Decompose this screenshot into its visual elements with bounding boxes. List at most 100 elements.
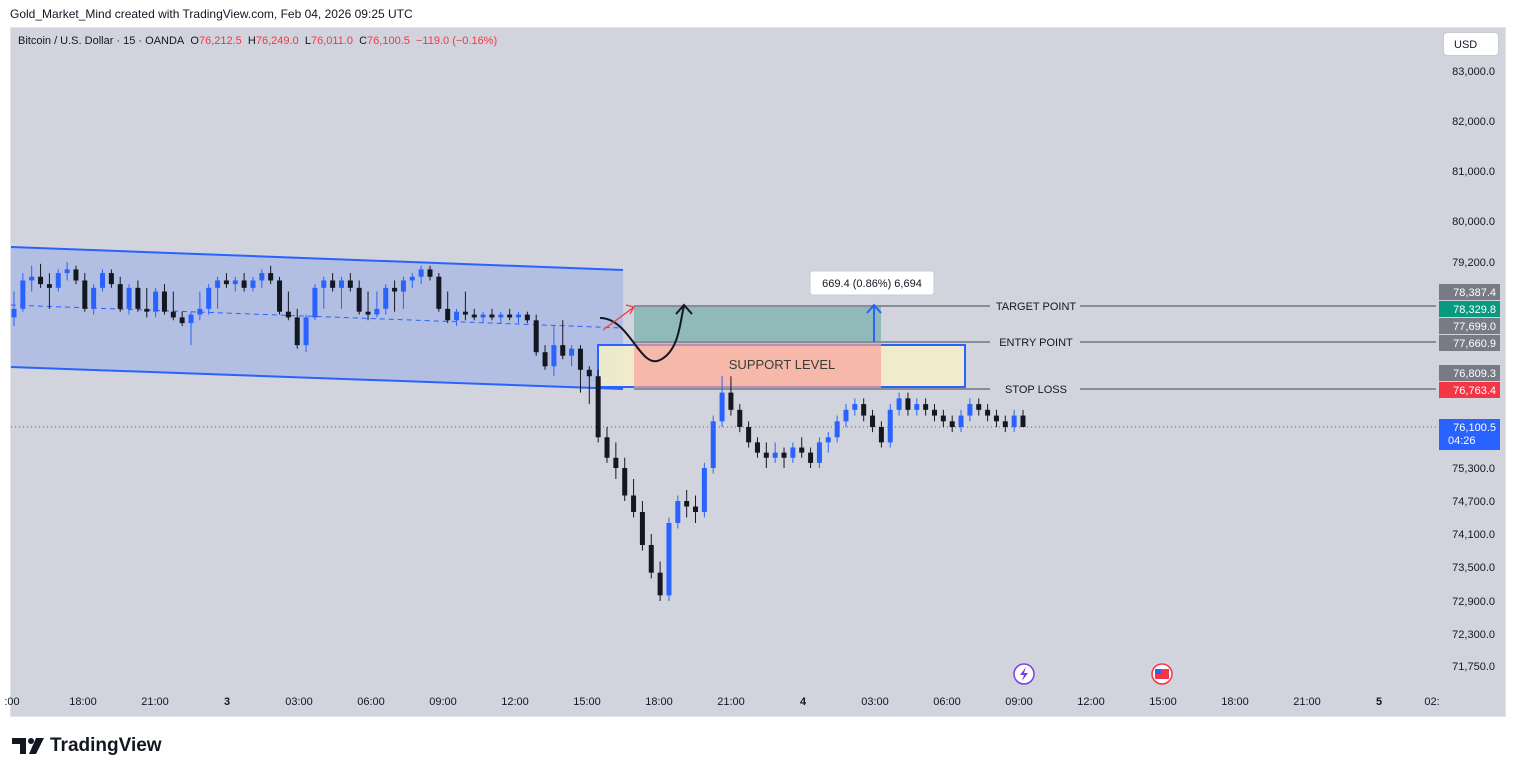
x-tick-label: 18:00 xyxy=(645,696,673,708)
candle-body xyxy=(223,280,229,285)
brand-name: TradingView xyxy=(50,735,162,756)
candle-body xyxy=(161,291,167,312)
y-tick-label: 72,900.0 xyxy=(1452,596,1495,608)
candle-body xyxy=(923,404,929,410)
candle-body xyxy=(445,308,451,321)
candle-body xyxy=(55,273,61,288)
candle-body xyxy=(179,317,185,324)
candle-body xyxy=(684,501,690,507)
open-value: 76,212.5 xyxy=(198,35,242,47)
candle-body xyxy=(852,404,858,410)
candle-body xyxy=(993,415,999,422)
level-name-0: TARGET POINT xyxy=(996,301,1077,313)
candle-body xyxy=(577,348,583,370)
candle-body xyxy=(1002,421,1008,428)
candle-body xyxy=(878,427,884,443)
x-tick-label: 12:00 xyxy=(501,696,529,708)
candle-body xyxy=(763,452,769,458)
candle-body xyxy=(622,468,628,496)
candle-body xyxy=(250,280,256,288)
measure-arrow xyxy=(866,303,882,314)
channel-lower-line xyxy=(10,366,624,390)
candle-body xyxy=(383,287,389,309)
candle-body xyxy=(533,320,539,353)
candle-body xyxy=(701,468,707,512)
candle-body xyxy=(728,392,734,410)
candle-body xyxy=(471,314,477,318)
symbol-legend[interactable]: Bitcoin / U.S. Dollar · 15 · OANDA O76,2… xyxy=(18,35,497,47)
candle-body xyxy=(631,495,637,512)
candle-body xyxy=(569,348,575,356)
candle-body xyxy=(657,572,663,596)
candle-body xyxy=(38,276,44,285)
candle-body xyxy=(153,291,159,312)
candle-body xyxy=(754,442,760,453)
stop-zone xyxy=(634,343,881,389)
candle-body xyxy=(338,280,344,288)
x-tick-label: 18:00 xyxy=(69,696,97,708)
last-price-tag-text: 76,100.5 xyxy=(1453,422,1496,434)
target-tag-bg xyxy=(1439,301,1500,317)
last-price-tag-bg xyxy=(1439,419,1500,450)
candle-body xyxy=(462,311,468,315)
zone-tag-1-bg xyxy=(1439,318,1500,334)
measure-tooltip-text: 669.4 (0.86%) 6,694 xyxy=(822,278,922,290)
y-tick-label: 74,100.0 xyxy=(1452,529,1495,541)
candle-body xyxy=(489,314,495,318)
currency-button[interactable]: USD xyxy=(1443,32,1499,56)
candle-body xyxy=(285,311,291,318)
candle-body xyxy=(560,345,566,356)
candle-body xyxy=(516,314,521,318)
projection-curve xyxy=(599,305,685,363)
candle-body xyxy=(259,273,265,281)
candle-body xyxy=(648,545,654,573)
candle-body xyxy=(206,287,212,309)
candle-body xyxy=(808,452,814,463)
candle-body xyxy=(666,523,672,596)
candle-body xyxy=(100,273,106,288)
candle-body xyxy=(330,280,336,288)
candle-body xyxy=(737,409,743,428)
candle-body xyxy=(976,404,982,410)
x-tick-label: 03:00 xyxy=(861,696,889,708)
stop-tag-bg xyxy=(1439,382,1500,398)
channel-upper-line xyxy=(10,246,624,271)
candle-body xyxy=(940,415,946,422)
candle-body xyxy=(197,308,203,315)
channel-fill xyxy=(11,247,623,389)
y-tick-label: 79,200.0 xyxy=(1452,257,1495,269)
flag-stripes-icon xyxy=(1155,669,1169,679)
candle-body xyxy=(82,280,88,309)
y-tick-label: 71,750.0 xyxy=(1452,661,1495,673)
candle-body xyxy=(1020,415,1026,428)
candle-body xyxy=(436,276,442,309)
level-name-1: ENTRY POINT xyxy=(999,337,1073,349)
candle-body xyxy=(418,269,424,277)
red-pointer xyxy=(602,304,635,331)
zone-tag-2-bg xyxy=(1439,365,1500,381)
x-tick-label: 5 xyxy=(1376,696,1382,708)
candle-body xyxy=(215,280,221,288)
candle-body xyxy=(781,452,787,458)
candle-body xyxy=(303,317,309,346)
candle-body xyxy=(896,398,902,410)
candle-body xyxy=(639,512,645,545)
candle-body xyxy=(135,287,141,309)
countdown-text: 04:26 xyxy=(1448,435,1476,447)
x-tick-label: 18:00 xyxy=(1221,696,1249,708)
candle-body xyxy=(719,392,725,422)
candle-body xyxy=(268,273,274,281)
candle-body xyxy=(1011,415,1017,428)
support-level-label: SUPPORT LEVEL xyxy=(729,357,835,372)
candle-body xyxy=(985,409,991,416)
stop-tag-text: 76,763.4 xyxy=(1453,385,1496,397)
level-name-2: STOP LOSS xyxy=(1005,384,1067,396)
open-label: O xyxy=(190,35,199,47)
candle-body xyxy=(710,421,716,468)
tradingview-logo[interactable]: TradingView xyxy=(12,735,162,757)
chart-credit: Gold_Market_Mind created with TradingVie… xyxy=(10,7,413,21)
x-tick-label: 21:00 xyxy=(141,696,169,708)
candle-body xyxy=(347,280,353,288)
low-value: 76,011.0 xyxy=(310,35,353,47)
